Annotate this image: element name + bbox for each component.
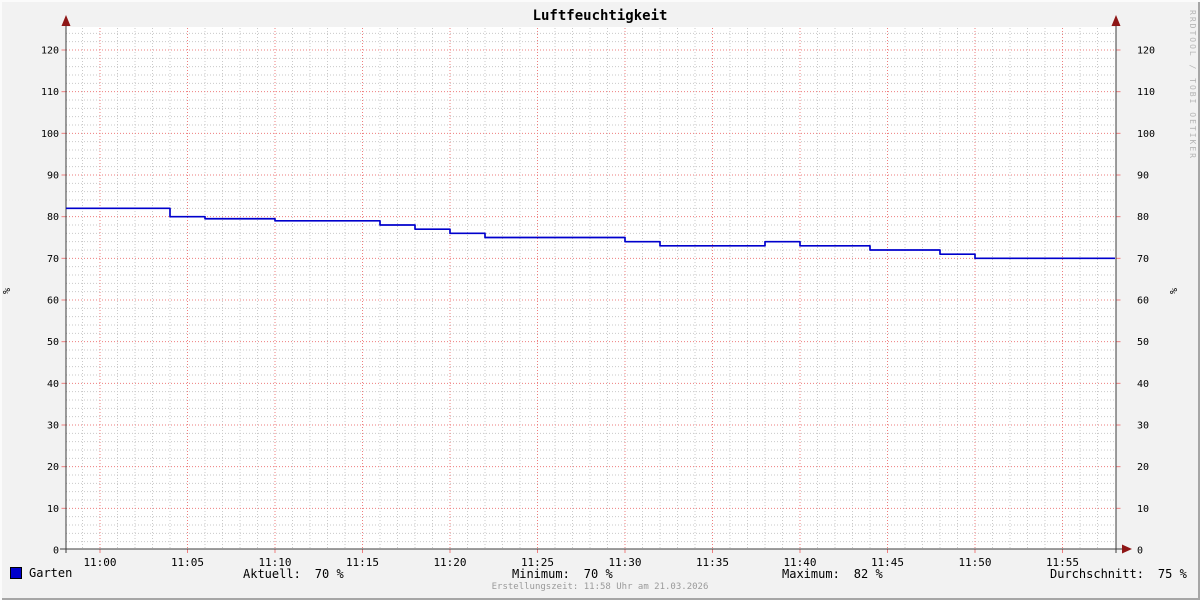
svg-text:11:10: 11:10 <box>258 556 291 569</box>
svg-text:11:55: 11:55 <box>1046 556 1079 569</box>
svg-text:11:15: 11:15 <box>346 556 379 569</box>
svg-text:40: 40 <box>1137 379 1149 390</box>
stat-maximum: Maximum: 82 % <box>782 567 883 581</box>
svg-text:10: 10 <box>47 504 59 515</box>
chart-title: Luftfeuchtigkeit <box>532 8 668 24</box>
major-grid <box>66 28 1116 549</box>
minor-grid <box>66 28 1116 549</box>
svg-text:80: 80 <box>47 212 59 223</box>
svg-text:30: 30 <box>47 421 59 432</box>
svg-text:11:05: 11:05 <box>171 556 204 569</box>
plot-canvas <box>66 27 1116 549</box>
stat-aktuell-value: 70 % <box>314 567 344 581</box>
svg-text:11:20: 11:20 <box>433 556 466 569</box>
svg-text:70: 70 <box>47 254 59 265</box>
stat-minimum: Minimum: 70 % <box>512 567 613 581</box>
svg-text:11:45: 11:45 <box>871 556 904 569</box>
svg-text:%: % <box>1169 288 1180 294</box>
creation-timestamp: Erstellungszeit: 11:58 Uhr am 21.03.2026 <box>491 582 709 592</box>
legend-series-label: Garten <box>29 566 73 580</box>
svg-text:50: 50 <box>1137 337 1149 348</box>
stat-durchschnitt: Durchschnitt: 75 % <box>1050 567 1187 581</box>
axis-tick-labels: 0 0 10 10 20 20 30 30 40 40 50 50 60 60 70 70 80 80 90 90 10… <box>2 46 1180 570</box>
stat-aktuell-label: Aktuell: <box>243 567 301 581</box>
series-line-garten <box>66 207 1115 260</box>
rrdtool-watermark: RRDTOOL / TOBI OETIKER <box>1188 10 1197 160</box>
svg-text:90: 90 <box>47 171 59 182</box>
stat-minimum-label: Minimum: <box>512 567 570 581</box>
svg-text:120: 120 <box>1137 46 1155 57</box>
svg-text:90: 90 <box>1137 171 1149 182</box>
svg-text:70: 70 <box>1137 254 1149 265</box>
legend: Garten <box>10 566 72 580</box>
svg-text:110: 110 <box>1137 87 1155 98</box>
svg-text:0: 0 <box>1137 546 1143 557</box>
stat-aktuell: Aktuell: 70 % <box>243 567 344 581</box>
svg-text:100: 100 <box>41 129 59 140</box>
stat-durchschnitt-value: 75 % <box>1157 567 1187 581</box>
svg-text:20: 20 <box>47 462 59 473</box>
svg-text:50: 50 <box>47 337 59 348</box>
svg-text:10: 10 <box>1137 504 1149 515</box>
svg-text:11:30: 11:30 <box>608 556 641 569</box>
svg-text:30: 30 <box>1137 421 1149 432</box>
svg-text:11:25: 11:25 <box>521 556 554 569</box>
svg-text:60: 60 <box>47 296 59 307</box>
svg-text:80: 80 <box>1137 212 1149 223</box>
svg-text:%: % <box>2 288 13 294</box>
axes <box>60 15 1132 554</box>
svg-text:40: 40 <box>47 379 59 390</box>
svg-text:110: 110 <box>41 87 59 98</box>
svg-text:120: 120 <box>41 46 59 57</box>
stat-durchschnitt-label: Durchschnitt: <box>1050 567 1144 581</box>
series-color-swatch <box>10 567 22 579</box>
svg-text:11:40: 11:40 <box>783 556 816 569</box>
svg-text:20: 20 <box>1137 462 1149 473</box>
svg-text:11:00: 11:00 <box>83 556 116 569</box>
svg-text:60: 60 <box>1137 296 1149 307</box>
stat-maximum-value: 82 % <box>853 567 883 581</box>
svg-text:100: 100 <box>1137 129 1155 140</box>
svg-text:0: 0 <box>53 546 59 557</box>
stat-maximum-label: Maximum: <box>782 567 840 581</box>
svg-text:11:50: 11:50 <box>958 556 991 569</box>
svg-text:11:35: 11:35 <box>696 556 729 569</box>
stat-minimum-value: 70 % <box>583 567 613 581</box>
